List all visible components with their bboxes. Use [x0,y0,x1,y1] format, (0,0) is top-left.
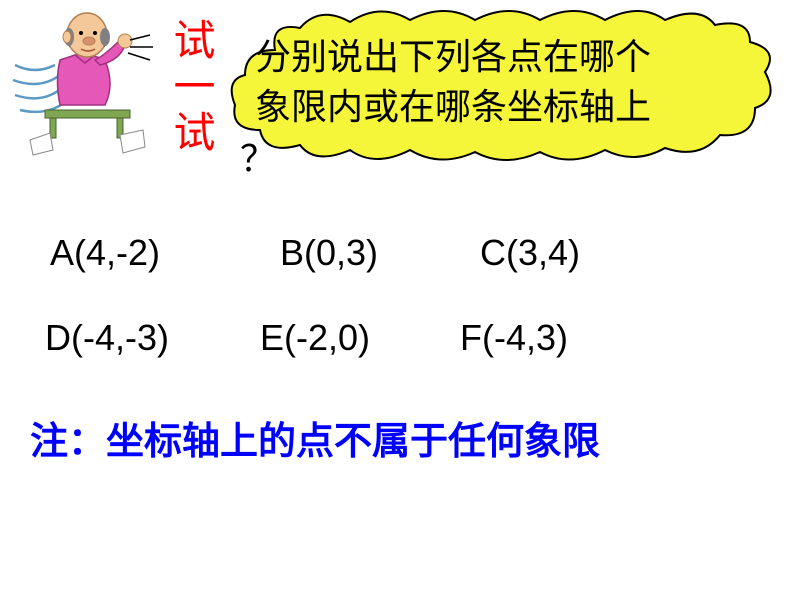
point-A: A(4,-2) [50,232,160,274]
cloud-line1: 分别说出下列各点在哪个 [255,32,755,82]
cloud-line2: 象限内或在哪条坐标轴上 [255,82,755,132]
thinking-person-illustration [5,5,155,175]
cloud-text: 分别说出下列各点在哪个 象限内或在哪条坐标轴上 [255,32,755,133]
header-area: 试一试 分别说出下列各点在哪个 象限内或在哪条坐标轴上 ？ [0,0,794,180]
point-B: B(0,3) [280,232,378,274]
point-C: C(3,4) [480,232,580,274]
note-text: 注：坐标轴上的点不属于任何象限 [30,410,600,465]
point-F: F(-4,3) [460,317,568,359]
try-title: 试一试 [160,18,221,156]
question-mark: ？ [240,130,276,182]
point-E: E(-2,0) [260,317,370,359]
point-D: D(-4,-3) [45,317,169,359]
